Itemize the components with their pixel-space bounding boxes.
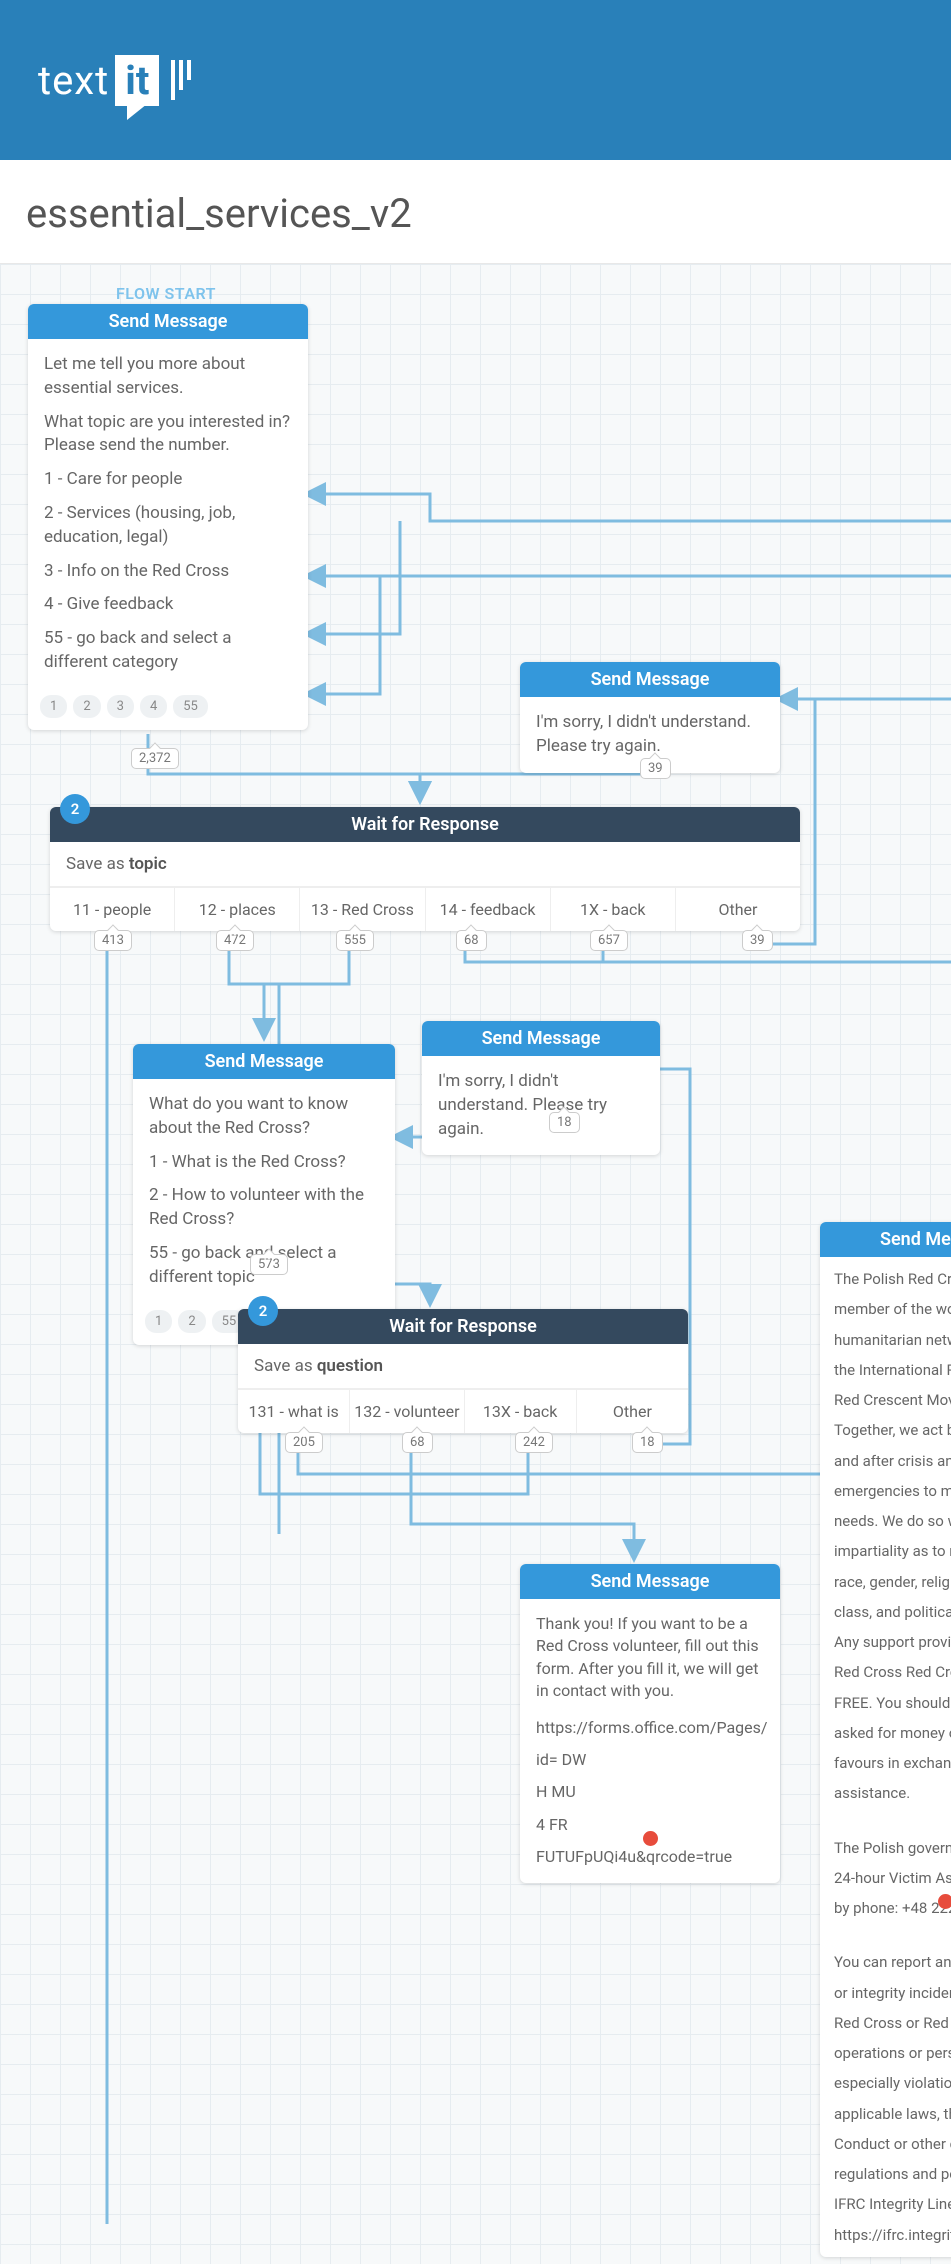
logo: text it — [38, 55, 191, 106]
save-row: Save as topic — [50, 842, 800, 887]
node-header: Wait for Response — [50, 807, 800, 842]
node-header: Send Message — [520, 662, 780, 697]
logo-it-badge: it — [115, 55, 159, 106]
category[interactable]: 132 - volunteer — [350, 1390, 464, 1433]
category[interactable]: Other — [676, 888, 800, 931]
cat-count: 68 — [456, 930, 487, 951]
exit-count: 2,372 — [131, 748, 179, 769]
node-body: The Polish Red Cr member of the wo human… — [820, 1257, 951, 2257]
operand-badge: 2 — [60, 794, 90, 824]
page-title: essential_services_v2 — [0, 160, 951, 264]
node-send-polish-rc[interactable]: Send Mes The Polish Red Cr member of the… — [820, 1222, 951, 2257]
quick-reply[interactable]: 4 — [140, 695, 167, 718]
node-wait-topic[interactable]: Wait for Response Save as topic 11 - peo… — [50, 807, 800, 931]
node-wait-question[interactable]: Wait for Response Save as question 131 -… — [238, 1309, 688, 1433]
quick-reply[interactable]: 1 — [40, 695, 67, 718]
logo-text: text — [38, 57, 109, 104]
quick-replies: 1 2 3 4 55 — [28, 689, 308, 730]
cat-count: 242 — [515, 1432, 553, 1453]
category[interactable]: 131 - what is — [238, 1390, 350, 1433]
cat-count: 68 — [402, 1432, 433, 1453]
node-header: Send Message — [520, 1564, 780, 1599]
category[interactable]: 13X - back — [465, 1390, 577, 1433]
exit-count: 39 — [640, 758, 671, 779]
error-dot-icon — [938, 1894, 951, 1909]
logo-bars-icon — [171, 60, 191, 100]
cat-count: 657 — [590, 930, 628, 951]
node-header: Send Message — [133, 1044, 395, 1079]
cat-count: 205 — [285, 1432, 323, 1453]
cat-count: 472 — [216, 930, 254, 951]
quick-reply[interactable]: 1 — [145, 1310, 172, 1333]
quick-reply[interactable]: 3 — [107, 695, 134, 718]
category-row: 11 - people 12 - places 13 - Red Cross 1… — [50, 887, 800, 931]
cat-count: 39 — [742, 930, 773, 951]
exit-count: 18 — [549, 1112, 580, 1133]
quick-reply[interactable]: 55 — [173, 695, 208, 718]
category[interactable]: 14 - feedback — [426, 888, 551, 931]
app-header: text it — [0, 0, 951, 160]
category-row: 131 - what is 132 - volunteer 13X - back… — [238, 1389, 688, 1433]
cat-count: 555 — [336, 930, 374, 951]
result-name: topic — [129, 854, 167, 874]
node-send-retry2[interactable]: Send Message I'm sorry, I didn't underst… — [422, 1021, 660, 1155]
category[interactable]: Other — [577, 1390, 688, 1433]
node-body: Let me tell you more about essential ser… — [28, 339, 308, 689]
node-header: Send Mes — [820, 1222, 951, 1257]
cat-count: 413 — [94, 930, 132, 951]
cat-count: 18 — [632, 1432, 663, 1453]
flow-canvas[interactable]: FLOW START Send Message Let me tell you … — [0, 264, 951, 2264]
quick-reply[interactable]: 2 — [178, 1310, 205, 1333]
category[interactable]: 1X - back — [551, 888, 676, 931]
category[interactable]: 12 - places — [175, 888, 300, 931]
exit-count: 573 — [250, 1254, 288, 1275]
node-header: Send Message — [28, 304, 308, 339]
save-row: Save as question — [238, 1344, 688, 1389]
node-header: Wait for Response — [238, 1309, 688, 1344]
node-body: I'm sorry, I didn't understand. Please t… — [422, 1056, 660, 1155]
node-header: Send Message — [422, 1021, 660, 1056]
result-name: question — [317, 1356, 383, 1376]
quick-reply[interactable]: 2 — [73, 695, 100, 718]
category[interactable]: 13 - Red Cross — [300, 888, 425, 931]
flow-start-label: FLOW START — [116, 284, 216, 303]
operand-badge: 2 — [248, 1296, 278, 1326]
node-send-intro[interactable]: Send Message Let me tell you more about … — [28, 304, 308, 730]
error-dot-icon — [643, 1831, 658, 1846]
